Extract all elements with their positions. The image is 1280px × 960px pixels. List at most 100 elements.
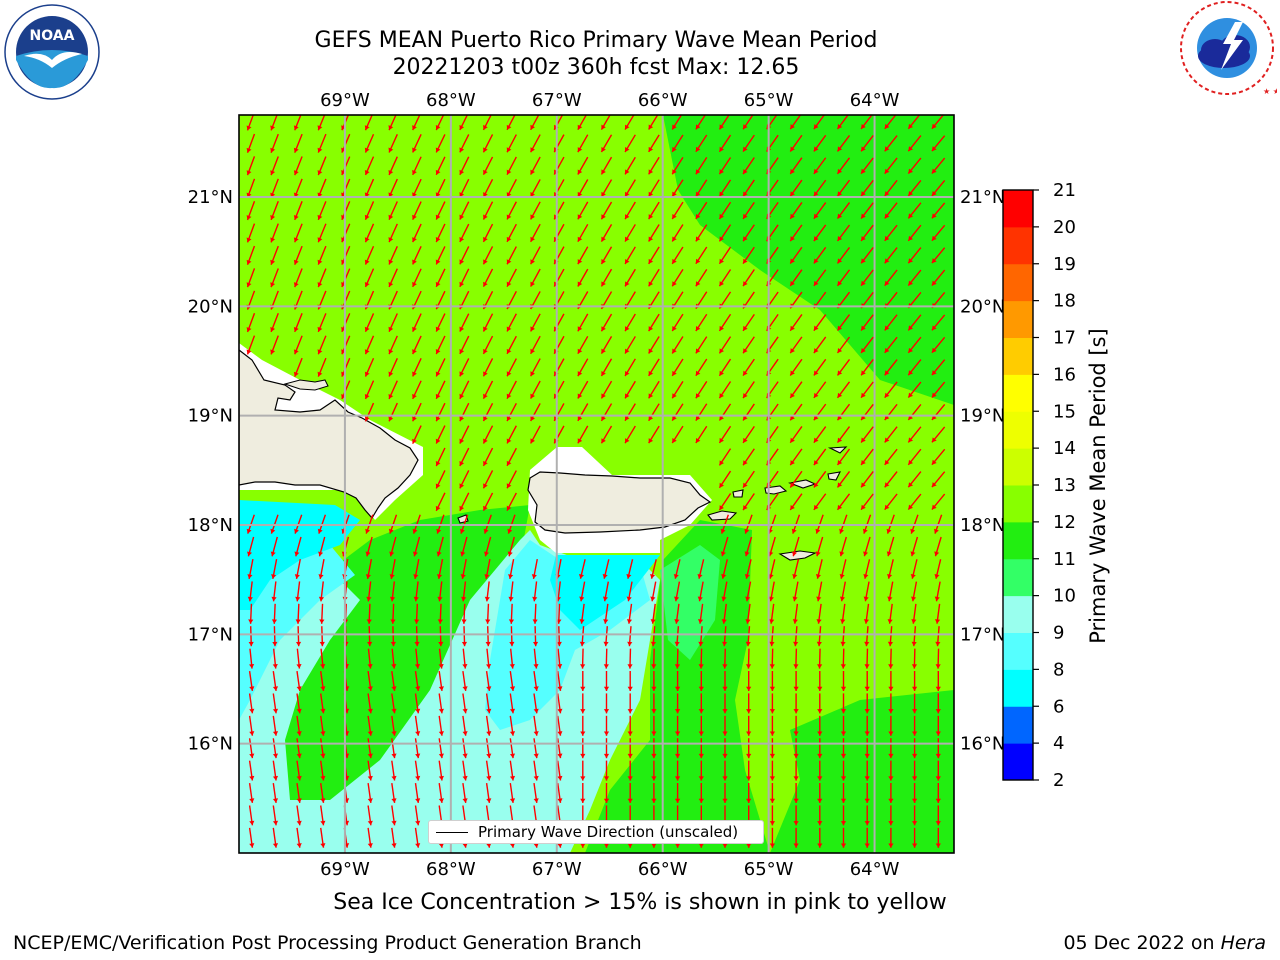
wave-arrow-head xyxy=(462,753,468,759)
wave-arrow-head xyxy=(743,460,748,466)
wave-arrow-head xyxy=(935,821,941,826)
wave-arrow-head xyxy=(695,213,701,219)
wave-arrow-head xyxy=(719,146,724,152)
wave-arrow-head xyxy=(695,325,701,331)
colorbar-swatch xyxy=(1003,632,1033,670)
wave-arrow-head xyxy=(931,392,937,398)
wave-arrow-head xyxy=(648,169,654,175)
wave-arrow-head xyxy=(813,392,819,398)
wave-arrow-head xyxy=(625,236,630,242)
legend-line-icon xyxy=(436,831,468,833)
wave-arrow-head xyxy=(672,438,677,444)
wave-arrow-head xyxy=(884,392,890,398)
wave-arrow-head xyxy=(884,123,890,129)
wave-arrow-head xyxy=(459,528,465,534)
wave-arrow-head xyxy=(601,348,606,354)
wave-arrow-head xyxy=(577,438,583,444)
wave-arrow-head xyxy=(506,147,512,153)
colorbar: 2 4 6 8 9 10 11 12 13 14 15 16 17 18 19 20 21 xyxy=(1002,180,1076,791)
wave-arrow-head xyxy=(577,214,583,220)
noaa-logo: NOAA xyxy=(2,4,102,104)
wave-arrow-head xyxy=(341,349,346,355)
wave-arrow-head xyxy=(719,191,724,197)
wave-arrow-head xyxy=(698,731,704,736)
wave-arrow-head xyxy=(745,619,751,624)
wave-arrow-head xyxy=(320,731,326,736)
wave-arrow-head xyxy=(650,573,656,579)
wave-arrow-head xyxy=(317,170,323,176)
lat-label-right: 20°N xyxy=(960,296,1005,317)
wave-arrow-head xyxy=(864,664,870,669)
wave-arrow-head xyxy=(840,619,846,624)
wave-arrow-head xyxy=(391,731,397,736)
wave-arrow-head xyxy=(769,709,775,714)
wave-arrow-head xyxy=(672,214,677,220)
wave-arrow-head xyxy=(462,664,468,669)
wave-arrow-head xyxy=(721,619,727,624)
wave-arrow-head xyxy=(364,237,370,243)
wave-arrow-head xyxy=(295,641,302,647)
wave-arrow-head xyxy=(601,124,606,130)
wave-arrow-head xyxy=(625,169,630,175)
wave-arrow-head xyxy=(246,528,252,534)
wave-arrow-head xyxy=(459,326,465,332)
wave-arrow-head xyxy=(412,259,417,265)
wave-arrow-head xyxy=(743,348,748,354)
wave-arrow-head xyxy=(912,753,918,759)
lon-label-top: 65°W xyxy=(744,90,794,111)
colorbar-tick-label: 19 xyxy=(1053,254,1076,275)
wave-arrow-head xyxy=(557,664,563,669)
period-field-6-8-west xyxy=(239,500,360,610)
wave-arrow-head xyxy=(672,236,677,242)
wave-arrow-head xyxy=(272,753,279,759)
wave-arrow-head xyxy=(437,619,443,624)
wave-arrow-head xyxy=(436,528,442,534)
lat-label-right: 16°N xyxy=(960,734,1005,755)
wave-arrow-head xyxy=(720,551,726,557)
wave-arrow-head xyxy=(462,798,468,803)
wave-arrow-head xyxy=(320,843,326,848)
wave-arrow-head xyxy=(695,258,701,264)
wave-arrow-head xyxy=(887,573,893,579)
wave-arrow-head xyxy=(296,843,302,848)
wave-arrow-head xyxy=(506,393,512,399)
wave-arrow-head xyxy=(911,641,917,647)
wave-arrow-head xyxy=(531,574,537,579)
wave-arrow-head xyxy=(793,843,799,848)
wave-arrow-head xyxy=(388,169,394,175)
colorbar-swatch xyxy=(1003,669,1033,707)
wave-arrow-head xyxy=(813,191,819,197)
wave-arrow-head xyxy=(861,347,866,353)
wave-arrow-head xyxy=(935,686,941,691)
colorbar-swatch xyxy=(1003,337,1033,375)
wave-arrow-head xyxy=(601,438,606,444)
wave-arrow-head xyxy=(366,596,372,602)
wave-arrow-head xyxy=(272,820,279,826)
wave-arrow-head xyxy=(508,574,514,579)
wave-arrow-head xyxy=(625,438,630,444)
wave-arrow-head xyxy=(931,370,937,376)
wave-arrow-head xyxy=(743,393,748,399)
colorbar-swatch xyxy=(1003,263,1033,302)
wave-arrow-head xyxy=(861,459,866,465)
wave-arrow-head xyxy=(813,258,819,264)
wave-arrow-head xyxy=(695,393,701,399)
wave-arrow-head xyxy=(530,124,535,130)
wave-arrow-head xyxy=(459,438,465,444)
wave-arrow-head xyxy=(861,280,866,286)
wave-arrow-head xyxy=(674,596,680,602)
wave-arrow-head xyxy=(837,504,843,510)
wave-arrow-head xyxy=(908,437,914,443)
wave-arrow-head xyxy=(318,596,324,602)
colorbar-swatch xyxy=(1003,226,1033,265)
wave-arrow-head xyxy=(648,236,654,242)
wave-arrow-head xyxy=(580,686,586,691)
wave-arrow-head xyxy=(722,686,728,691)
wave-arrow-head xyxy=(817,731,823,736)
wave-arrow-head xyxy=(319,619,325,624)
wave-arrow-head xyxy=(483,438,488,444)
wave-arrow-head xyxy=(721,573,727,579)
wave-arrow-head xyxy=(296,753,302,759)
wave-arrow-head xyxy=(861,437,866,443)
wave-arrow-head xyxy=(886,528,892,534)
